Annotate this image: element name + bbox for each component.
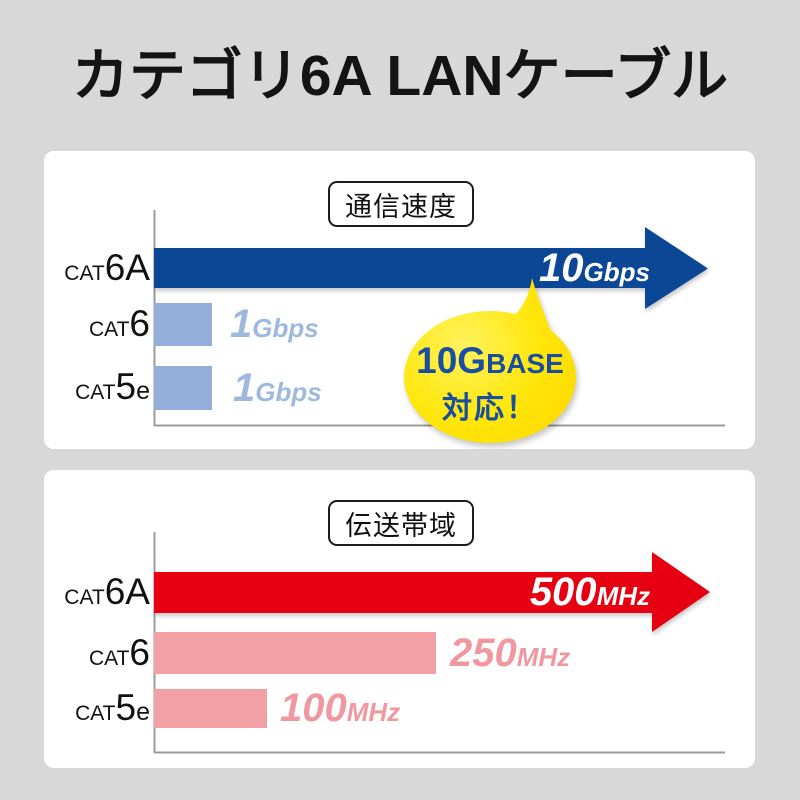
value-number: 10	[539, 246, 584, 290]
bandwidth-bar-cat5e	[154, 689, 267, 728]
value-number: 100	[280, 686, 347, 730]
bandwidth-chart-panel: 伝送帯域 CAT6A CAT6 CAT5e 500MHz 250MHz 100M…	[44, 470, 755, 768]
speed-bar-cat6	[154, 303, 212, 346]
label-main: 5	[115, 366, 137, 407]
label-main: 6A	[104, 247, 150, 288]
label-prefix: CAT	[88, 647, 130, 670]
speed-value-cat6a: 10Gbps	[539, 242, 650, 298]
bandwidth-label-cat6a: CAT6A	[50, 568, 150, 622]
value-unit: MHz	[346, 697, 401, 727]
bandwidth-bar-cat6	[154, 632, 436, 674]
bubble-line1: 10GBASE	[380, 341, 600, 389]
bubble-line1-small: BASE	[486, 348, 564, 379]
label-main: 6	[129, 303, 150, 344]
speed-value-cat6: 1Gbps	[230, 298, 319, 354]
speech-bubble	[404, 278, 576, 443]
label-prefix: CAT	[75, 702, 116, 725]
label-prefix: CAT	[64, 262, 105, 285]
label-prefix: CAT	[75, 381, 116, 404]
speed-arrow-cat6a	[154, 227, 708, 309]
label-main: 5	[115, 687, 137, 728]
speed-bar-cat5e	[154, 366, 212, 410]
speed-chart-graphic	[153, 210, 725, 443]
speed-label-cat6: CAT6	[50, 300, 150, 354]
value-unit: Gbps	[255, 377, 322, 407]
bandwidth-chart-graphic	[153, 532, 725, 754]
value-number: 1	[233, 366, 256, 410]
bubble-line1-big: 10G	[416, 340, 487, 381]
bandwidth-value-cat5e: 100MHz	[280, 682, 400, 738]
label-main: 6A	[104, 571, 150, 612]
speed-chart-title: 通信速度	[345, 191, 457, 222]
value-unit: MHz	[516, 642, 571, 672]
value-unit: MHz	[596, 581, 650, 611]
speed-label-cat6a: CAT6A	[50, 244, 150, 298]
label-suffix: e	[136, 377, 150, 405]
bubble-line2: 対応！	[442, 392, 538, 425]
value-number: 250	[450, 631, 517, 675]
label-main: 6	[129, 632, 150, 673]
bandwidth-arrow-cat6a	[154, 552, 710, 632]
bandwidth-label-cat5e: CAT5e	[50, 684, 150, 738]
bandwidth-value-cat6a: 500MHz	[530, 566, 650, 622]
page-title: カテゴリ6A LANケーブル	[71, 44, 729, 108]
label-prefix: CAT	[88, 318, 130, 341]
bandwidth-chart-title: 伝送帯域	[345, 510, 457, 541]
bandwidth-label-cat6: CAT6	[50, 629, 150, 683]
value-unit: Gbps	[583, 257, 650, 287]
speech-bubble-text: 10GBASE 対応！	[380, 341, 600, 427]
value-unit: Gbps	[252, 313, 319, 343]
value-number: 1	[230, 302, 253, 346]
speed-chart-panel: 通信速度 CAT6A CAT6 CAT5e 10Gbps 1Gbps 1Gbps…	[44, 151, 755, 449]
speed-label-cat5e: CAT5e	[50, 363, 150, 417]
label-suffix: e	[136, 698, 150, 726]
speed-chart-title-box: 通信速度	[328, 181, 474, 227]
bandwidth-value-cat6: 250MHz	[450, 627, 570, 683]
bandwidth-chart-title-box: 伝送帯域	[328, 500, 474, 546]
speed-value-cat5e: 1Gbps	[233, 362, 322, 418]
value-number: 500	[529, 570, 597, 614]
speech-bubble-body	[404, 311, 576, 443]
label-prefix: CAT	[64, 586, 105, 609]
